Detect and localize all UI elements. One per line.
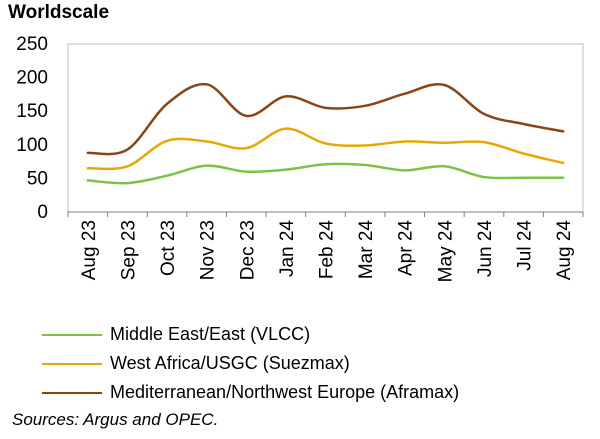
legend-swatch-suezmax — [42, 362, 102, 365]
x-tick-label: Aug 23 — [79, 220, 100, 280]
y-tick-label: 250 — [16, 34, 48, 55]
legend-label-vlcc: Middle East/East (VLCC) — [110, 324, 311, 344]
legend-item-suezmax: West Africa/USGC (Suezmax) — [42, 349, 459, 378]
x-tick-label: Jul 24 — [515, 220, 536, 271]
legend-swatch-aframax — [42, 391, 102, 394]
x-tick-label: Apr 24 — [396, 220, 417, 276]
legend-swatch-vlcc — [42, 333, 102, 336]
x-tick-label: Dec 23 — [237, 220, 258, 280]
legend: Middle East/East (VLCC) West Africa/USGC… — [42, 320, 459, 407]
x-tick-label: Oct 23 — [158, 220, 179, 276]
y-axis-title: Worldscale — [8, 2, 110, 23]
y-tick-label: 50 — [27, 168, 48, 189]
x-tick-label: Jun 24 — [475, 220, 496, 277]
series-line-vlcc — [86, 162, 565, 185]
x-tick-label: May 24 — [435, 220, 456, 283]
legend-label-aframax: Mediterranean/Northwest Europe (Aframax) — [110, 382, 460, 402]
y-tick-label: 100 — [16, 135, 48, 156]
y-tick-label: 200 — [16, 68, 48, 89]
x-tick-label: Feb 24 — [317, 220, 338, 280]
x-tick-label: Jan 24 — [277, 220, 298, 277]
legend-label-suezmax: West Africa/USGC (Suezmax) — [110, 353, 350, 373]
x-tick-label: Sep 23 — [118, 220, 139, 280]
series-line-suezmax — [86, 127, 565, 171]
series-line-aframax — [86, 82, 565, 156]
source-note: Sources: Argus and OPEC. — [12, 410, 219, 429]
x-tick-label: Mar 24 — [356, 220, 377, 280]
legend-item-aframax: Mediterranean/Northwest Europe (Aframax) — [42, 378, 459, 407]
x-tick-label: Aug 24 — [554, 220, 575, 281]
legend-item-vlcc: Middle East/East (VLCC) — [42, 320, 459, 349]
y-tick-label: 150 — [16, 101, 48, 122]
x-tick-label: Nov 23 — [198, 220, 219, 280]
y-tick-label: 0 — [37, 202, 48, 223]
plot-area-border — [67, 43, 584, 213]
